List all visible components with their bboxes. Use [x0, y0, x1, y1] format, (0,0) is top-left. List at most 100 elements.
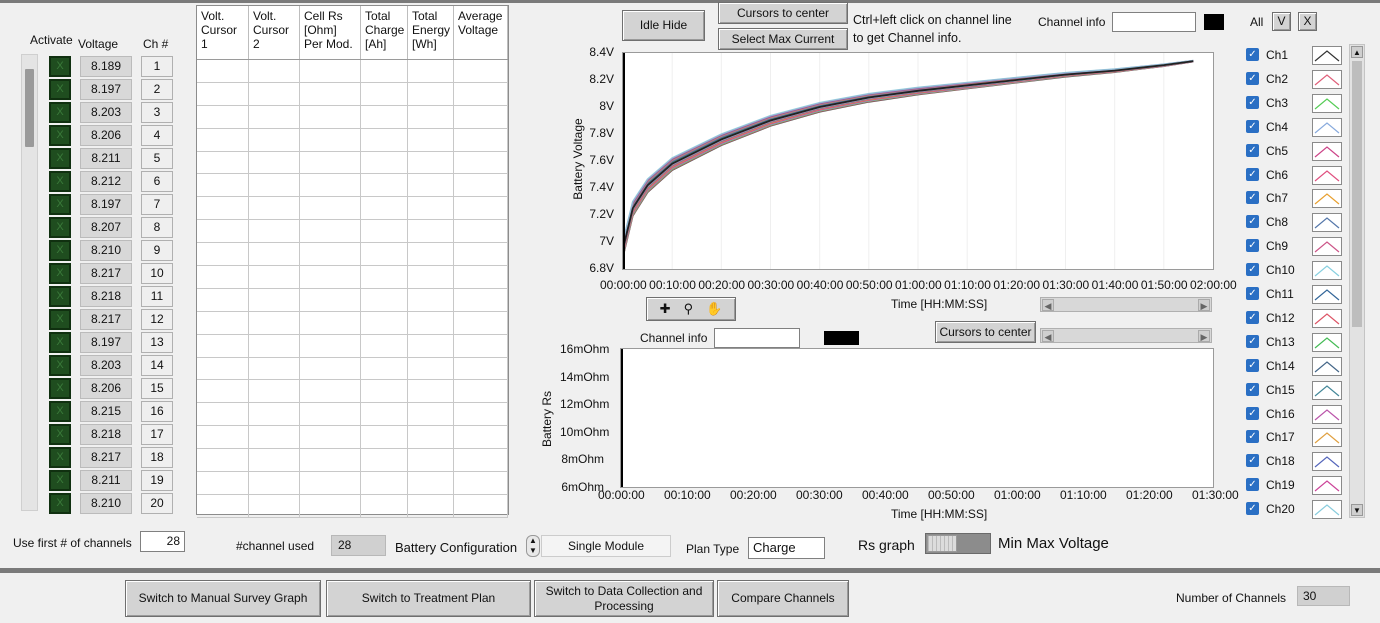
legend-item[interactable]: ✓ Ch14	[1246, 356, 1346, 379]
table-row[interactable]	[197, 220, 508, 244]
activate-toggle[interactable]: X	[49, 355, 71, 376]
table-cell[interactable]	[454, 449, 508, 472]
use-first-field[interactable]: 28	[140, 531, 185, 552]
table-row[interactable]	[197, 151, 508, 175]
table-cell[interactable]	[361, 426, 408, 449]
table-cell[interactable]	[408, 494, 454, 517]
table-cell[interactable]	[454, 82, 508, 105]
select-max-current-button[interactable]: Select Max Current	[718, 28, 848, 50]
activate-toggle[interactable]: X	[49, 217, 71, 238]
activate-toggle[interactable]: X	[49, 378, 71, 399]
table-cell[interactable]	[197, 174, 249, 197]
activate-toggle[interactable]: X	[49, 194, 71, 215]
table-cell[interactable]	[249, 288, 300, 311]
table-row[interactable]	[197, 472, 508, 495]
activate-toggle[interactable]: X	[49, 332, 71, 353]
activate-toggle[interactable]: X	[49, 56, 71, 77]
table-cell[interactable]	[361, 403, 408, 426]
table-row[interactable]	[197, 174, 508, 198]
table-row[interactable]	[197, 82, 508, 106]
table-cell[interactable]	[249, 220, 300, 243]
table-cell[interactable]	[454, 426, 508, 449]
table-cell[interactable]	[408, 288, 454, 311]
legend-item[interactable]: ✓ Ch20	[1246, 500, 1346, 522]
table-cell[interactable]	[197, 128, 249, 151]
channel-checkbox[interactable]: ✓	[1246, 382, 1259, 396]
rs-plot-area[interactable]	[620, 348, 1214, 488]
activate-toggle[interactable]: X	[49, 401, 71, 422]
table-cell[interactable]	[249, 311, 300, 334]
table-cell[interactable]	[197, 105, 249, 128]
table-row[interactable]	[197, 266, 508, 289]
scroll-down-icon[interactable]: ▼	[1351, 504, 1363, 516]
battery-config-value[interactable]: Single Module	[541, 535, 671, 557]
table-cell[interactable]	[300, 266, 361, 288]
table-cell[interactable]	[408, 128, 454, 151]
table-row[interactable]	[197, 426, 508, 450]
table-cell[interactable]	[454, 380, 508, 403]
table-cell[interactable]	[361, 151, 408, 174]
activate-toggle[interactable]: X	[49, 309, 71, 330]
activate-toggle[interactable]: X	[49, 424, 71, 445]
table-cell[interactable]	[408, 105, 454, 128]
crosshair-icon[interactable]: ✚	[659, 301, 671, 316]
table-cell[interactable]	[408, 197, 454, 220]
scroll-up-icon[interactable]: ▲	[1351, 46, 1363, 58]
channel-checkbox[interactable]: ✓	[1246, 287, 1259, 300]
table-cell[interactable]	[249, 82, 300, 105]
channel-checkbox[interactable]: ✓	[1246, 167, 1259, 181]
table-row[interactable]	[197, 380, 508, 404]
legend-item[interactable]: ✓ Ch6	[1246, 165, 1346, 188]
legend-item[interactable]: ✓ Ch8	[1246, 213, 1346, 235]
cursors-to-center-2-button[interactable]: Cursors to center	[935, 321, 1036, 343]
channel-checkbox[interactable]: ✓	[1246, 310, 1259, 324]
plan-type-field[interactable]: Charge	[748, 537, 825, 559]
table-row[interactable]	[197, 288, 508, 312]
table-cell[interactable]	[408, 243, 454, 266]
table-cell[interactable]	[300, 380, 361, 403]
activate-toggle[interactable]: X	[49, 102, 71, 123]
table-cell[interactable]	[197, 494, 249, 517]
channel-info-field[interactable]	[1112, 12, 1196, 32]
table-row[interactable]	[197, 494, 508, 518]
legend-item[interactable]: ✓ Ch12	[1246, 308, 1346, 331]
legend-item[interactable]: ✓ Ch5	[1246, 141, 1346, 164]
table-cell[interactable]	[197, 288, 249, 311]
cursors-to-center-button[interactable]: Cursors to center	[718, 2, 848, 24]
table-cell[interactable]	[300, 494, 361, 517]
table-cell[interactable]	[300, 472, 361, 494]
table-cell[interactable]	[197, 197, 249, 220]
deselect-all-x-button[interactable]: X	[1298, 12, 1317, 31]
table-cell[interactable]	[408, 449, 454, 472]
table-cell[interactable]	[408, 151, 454, 174]
table-cell[interactable]	[408, 220, 454, 243]
voltage-plot-hscroll[interactable]: ◀ ▶	[1040, 297, 1212, 312]
table-cell[interactable]	[454, 472, 508, 494]
legend-swatch[interactable]	[1312, 428, 1342, 448]
table-cell[interactable]	[249, 243, 300, 266]
table-cell[interactable]	[361, 60, 408, 82]
table-cell[interactable]	[300, 220, 361, 243]
table-cell[interactable]	[361, 357, 408, 380]
table-cell[interactable]	[361, 311, 408, 334]
table-cell[interactable]	[454, 403, 508, 426]
table-cell[interactable]	[197, 220, 249, 243]
table-cell[interactable]	[361, 334, 408, 357]
table-cell[interactable]	[454, 334, 508, 357]
table-cell[interactable]	[454, 105, 508, 128]
table-cell[interactable]	[361, 494, 408, 517]
legend-swatch[interactable]	[1312, 69, 1342, 89]
table-cell[interactable]	[197, 82, 249, 105]
table-cell[interactable]	[408, 357, 454, 380]
legend-item[interactable]: ✓ Ch7	[1246, 189, 1346, 211]
table-cell[interactable]	[408, 426, 454, 449]
legend-swatch[interactable]	[1312, 261, 1342, 281]
table-cell[interactable]	[454, 60, 508, 82]
activate-toggle[interactable]: X	[49, 447, 71, 468]
select-all-v-button[interactable]: V	[1272, 12, 1291, 31]
channel-checkbox[interactable]: ✓	[1246, 478, 1259, 492]
legend-item[interactable]: ✓ Ch3	[1246, 93, 1346, 116]
table-row[interactable]	[197, 357, 508, 381]
legend-swatch[interactable]	[1312, 213, 1342, 233]
table-cell[interactable]	[361, 128, 408, 151]
